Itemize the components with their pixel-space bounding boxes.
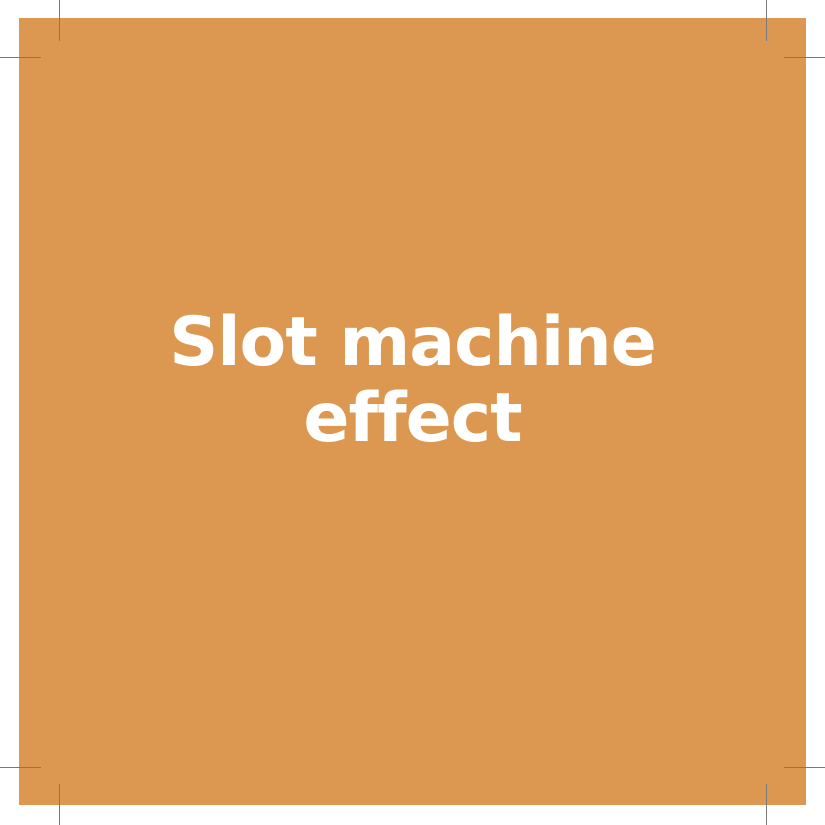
crop-mark-bottom-right-vertical	[766, 784, 767, 825]
crop-mark-top-left-vertical	[59, 0, 60, 41]
crop-mark-top-right-vertical	[766, 0, 767, 41]
crop-mark-bottom-right-horizontal	[784, 767, 825, 768]
card-title-line-2: effect	[303, 379, 522, 458]
crop-mark-top-left-horizontal	[0, 57, 41, 58]
crop-mark-bottom-left-horizontal	[0, 767, 41, 768]
title-card	[19, 18, 806, 805]
card-title-line-1: Slot machine	[169, 303, 656, 382]
crop-mark-bottom-left-vertical	[59, 784, 60, 825]
card-title: Slot machine effect	[0, 305, 825, 457]
crop-mark-top-right-horizontal	[784, 57, 825, 58]
